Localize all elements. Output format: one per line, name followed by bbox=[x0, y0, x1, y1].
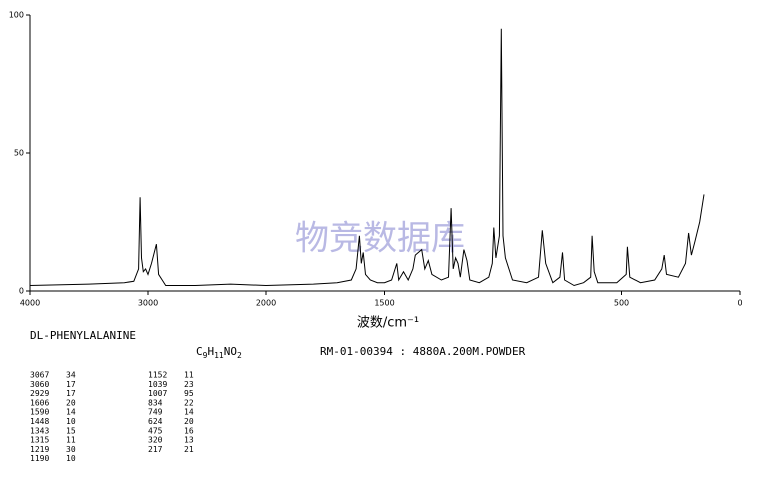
peak-wavenumber: 1606 bbox=[30, 398, 49, 407]
x-tick-label: 0 bbox=[737, 299, 742, 308]
peak-intensity: 10 bbox=[66, 417, 76, 426]
peak-wavenumber: 624 bbox=[148, 417, 163, 426]
peak-wavenumber: 217 bbox=[148, 445, 163, 454]
peak-wavenumber: 2929 bbox=[30, 389, 49, 398]
y-tick-label: 100 bbox=[9, 11, 24, 20]
peak-wavenumber: 1152 bbox=[148, 371, 167, 380]
peak-intensity: 95 bbox=[184, 389, 194, 398]
y-tick-label: 50 bbox=[14, 149, 24, 158]
peak-wavenumber: 834 bbox=[148, 398, 163, 407]
x-tick-label: 3000 bbox=[138, 299, 158, 308]
formula-element: C bbox=[196, 345, 203, 358]
formula-subscript: 11 bbox=[214, 351, 224, 360]
x-axis-label: 波数/cm⁻¹ bbox=[357, 316, 419, 331]
peak-intensity: 20 bbox=[66, 398, 76, 407]
peak-wavenumber: 1039 bbox=[148, 380, 167, 389]
peak-wavenumber: 1219 bbox=[30, 445, 49, 454]
peak-wavenumber: 1343 bbox=[30, 426, 49, 435]
peak-intensity: 11 bbox=[184, 371, 194, 380]
peak-intensity: 21 bbox=[184, 445, 194, 454]
peak-intensity: 20 bbox=[184, 417, 194, 426]
peak-wavenumber: 1448 bbox=[30, 417, 49, 426]
peak-intensity: 14 bbox=[66, 408, 76, 417]
y-tick-label: 0 bbox=[19, 287, 24, 296]
peak-wavenumber: 475 bbox=[148, 426, 163, 435]
peak-intensity: 22 bbox=[184, 398, 194, 407]
peak-intensity: 34 bbox=[66, 371, 76, 380]
spectrum-line bbox=[29, 28, 705, 287]
peak-intensity: 17 bbox=[66, 389, 76, 398]
peak-wavenumber: 3060 bbox=[30, 380, 49, 389]
peak-intensity: 13 bbox=[184, 436, 194, 445]
formula: C9H11NO2 bbox=[196, 345, 242, 360]
watermark: 物竞数据库 bbox=[295, 219, 465, 259]
peak-intensity: 10 bbox=[66, 454, 76, 463]
formula-element: NO bbox=[224, 345, 237, 358]
x-tick-label: 1500 bbox=[374, 299, 394, 308]
reference: RM-01-00394 : 4880A.200M.POWDER bbox=[320, 345, 526, 358]
formula-subscript: 9 bbox=[203, 351, 208, 360]
peak-wavenumber: 3067 bbox=[30, 371, 49, 380]
peak-wavenumber: 749 bbox=[148, 408, 163, 417]
x-tick-label: 4000 bbox=[20, 299, 40, 308]
formula-element: H bbox=[207, 345, 214, 358]
peak-intensity: 23 bbox=[184, 380, 194, 389]
x-tick-label: 2000 bbox=[256, 299, 276, 308]
peak-wavenumber: 320 bbox=[148, 436, 163, 445]
peak-wavenumber: 1315 bbox=[30, 436, 49, 445]
peak-intensity: 16 bbox=[184, 426, 194, 435]
peak-intensity: 30 bbox=[66, 445, 76, 454]
formula-subscript: 2 bbox=[237, 351, 242, 360]
peak-intensity: 17 bbox=[66, 380, 76, 389]
peak-intensity: 15 bbox=[66, 426, 76, 435]
sample-name: DL-PHENYLALANINE bbox=[30, 329, 136, 342]
peak-intensity: 11 bbox=[66, 436, 76, 445]
x-tick-label: 500 bbox=[614, 299, 629, 308]
peak-wavenumber: 1190 bbox=[30, 454, 49, 463]
peak-wavenumber: 1590 bbox=[30, 408, 49, 417]
peak-intensity: 14 bbox=[184, 408, 194, 417]
peak-wavenumber: 1007 bbox=[148, 389, 167, 398]
